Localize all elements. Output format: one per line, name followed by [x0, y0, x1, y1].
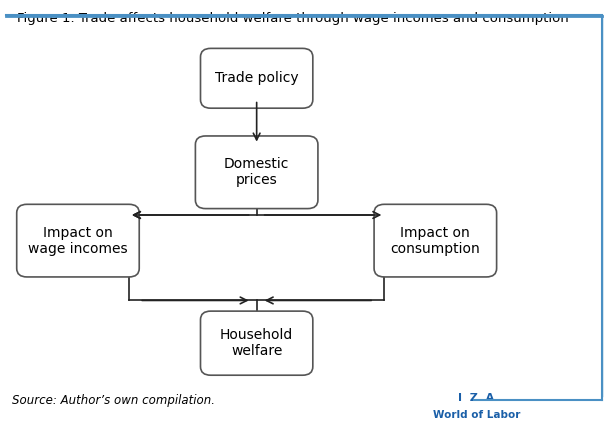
Text: Trade policy: Trade policy [215, 71, 299, 85]
Text: I  Z  A: I Z A [458, 393, 494, 403]
FancyBboxPatch shape [201, 49, 313, 108]
FancyBboxPatch shape [195, 136, 318, 209]
FancyBboxPatch shape [16, 204, 139, 277]
Text: Impact on
wage incomes: Impact on wage incomes [28, 225, 128, 256]
Text: Domestic
prices: Domestic prices [224, 157, 289, 187]
Text: Household
welfare: Household welfare [220, 328, 293, 358]
Text: Impact on
consumption: Impact on consumption [390, 225, 480, 256]
FancyBboxPatch shape [374, 204, 497, 277]
Text: World of Labor: World of Labor [432, 410, 520, 420]
Text: Figure 1. Trade affects household welfare through wage incomes and consumption: Figure 1. Trade affects household welfar… [16, 12, 568, 25]
Text: Source: Author’s own compilation.: Source: Author’s own compilation. [12, 394, 215, 407]
FancyBboxPatch shape [201, 311, 313, 375]
